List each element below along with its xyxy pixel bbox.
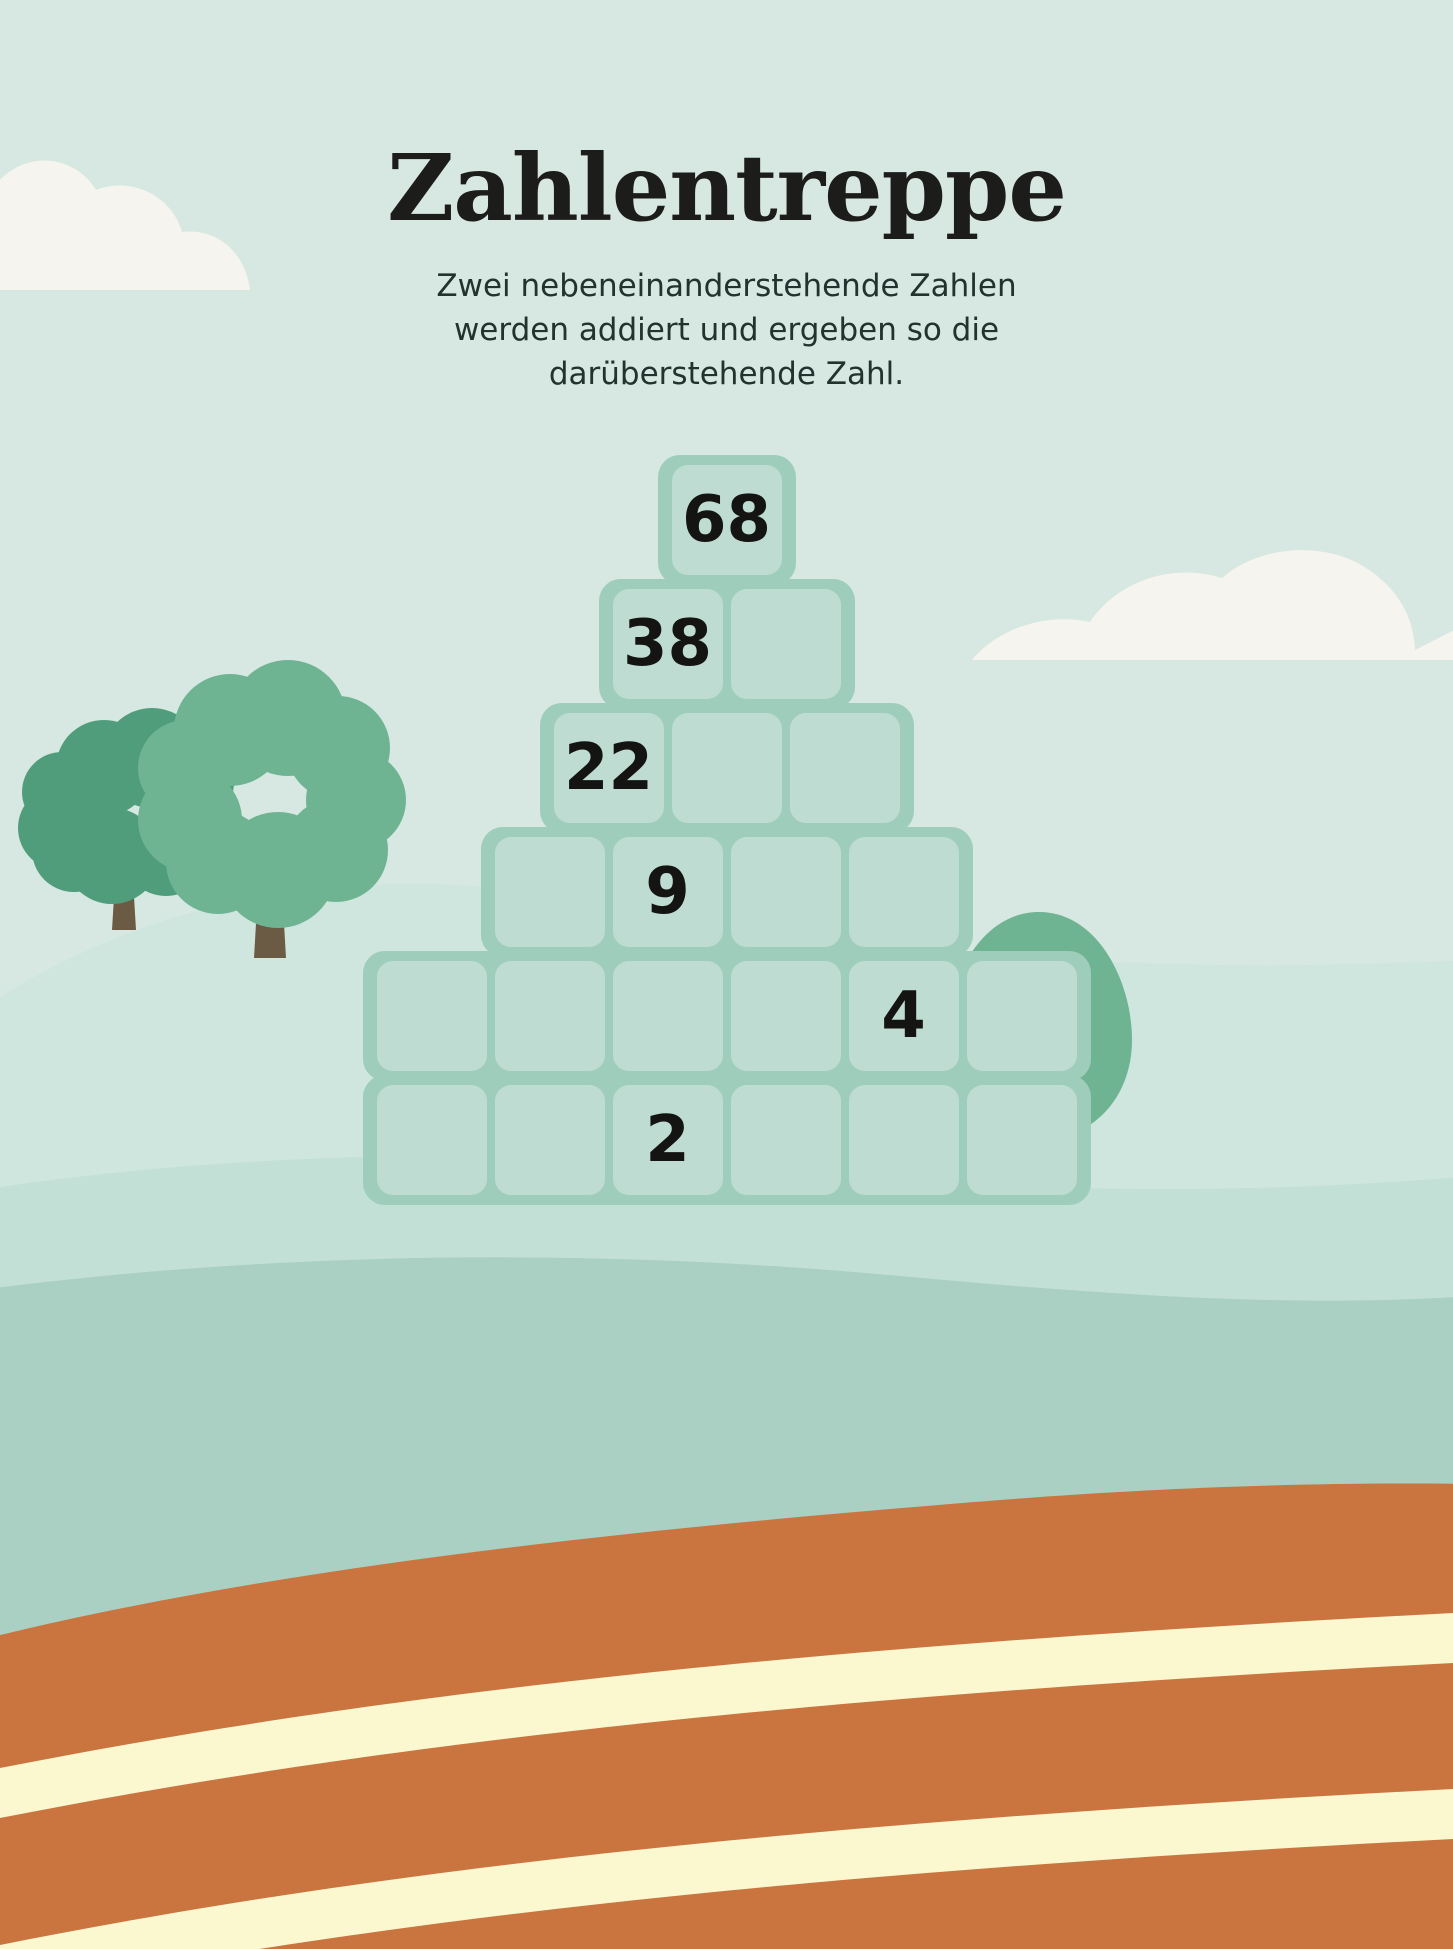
pyramid-cell-filled[interactable]: 68: [671, 465, 782, 575]
pyramid-cell-empty[interactable]: [612, 961, 723, 1071]
pyramid-cell-value: 68: [681, 483, 772, 557]
pyramid-cell-empty[interactable]: [789, 713, 900, 823]
pyramid-cell-empty[interactable]: [494, 961, 605, 1071]
pyramid-cell-value: 2: [645, 1103, 690, 1177]
pyramid-cell-value: 22: [563, 731, 654, 805]
pyramid-cell-empty[interactable]: [730, 837, 841, 947]
page-subtitle: Zwei nebeneinanderstehende Zahlen werden…: [436, 268, 1017, 393]
header: Zahlentreppe Zwei nebeneinanderstehende …: [0, 0, 1453, 396]
cloud-right: [972, 550, 1453, 660]
tree-left-large: [138, 660, 406, 958]
pyramid-cell-empty[interactable]: [730, 589, 841, 699]
pyramid-cell-filled[interactable]: 9: [612, 837, 723, 947]
pyramid-cell-empty[interactable]: [848, 1085, 959, 1195]
pyramid-cell-empty[interactable]: [966, 1085, 1077, 1195]
cloud-top-left: [0, 160, 250, 290]
road-stripe-lower: [0, 1789, 1453, 1949]
pyramid-row-5: 4: [362, 951, 1091, 1081]
pyramid-cell-empty[interactable]: [671, 713, 782, 823]
pyramid-row-3: 22: [539, 703, 914, 833]
road-stripe-upper: [0, 1613, 1453, 1819]
pyramid-row-2: 38: [598, 579, 855, 709]
pyramid-cell-filled[interactable]: 38: [612, 589, 723, 699]
pyramid-cell-empty[interactable]: [376, 1085, 487, 1195]
pyramid-cell-empty[interactable]: [848, 837, 959, 947]
pyramid-cell-filled[interactable]: 4: [848, 961, 959, 1071]
pyramid-cell-filled[interactable]: 2: [612, 1085, 723, 1195]
pyramid-row-1: 68: [657, 455, 796, 585]
pyramid-cell-empty[interactable]: [730, 961, 841, 1071]
pyramid-row-4: 9: [480, 827, 973, 957]
pyramid-cell-filled[interactable]: 22: [553, 713, 664, 823]
pyramid-cell-value: 4: [881, 979, 926, 1053]
pyramid-cell-empty[interactable]: [730, 1085, 841, 1195]
pyramid-cell-value: 9: [645, 855, 690, 929]
pyramid-cell-empty[interactable]: [494, 837, 605, 947]
number-pyramid: 68 38 22 9 4 2: [0, 455, 1453, 1205]
pyramid-cell-empty[interactable]: [494, 1085, 605, 1195]
pyramid-row-6: 2: [362, 1075, 1091, 1205]
pyramid-cell-value: 38: [622, 607, 713, 681]
pyramid-cell-empty[interactable]: [966, 961, 1077, 1071]
page-title: Zahlentreppe: [387, 134, 1067, 242]
pyramid-cell-empty[interactable]: [376, 961, 487, 1071]
tree-left-large-canopy: [138, 660, 406, 928]
